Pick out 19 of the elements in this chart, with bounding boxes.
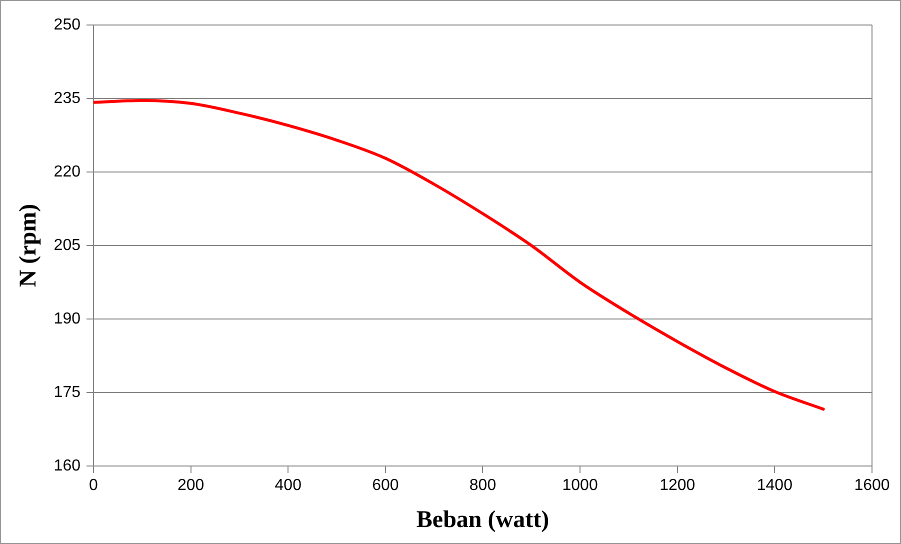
x-tick-label: 1600 (854, 477, 890, 494)
y-tick-label: 175 (54, 384, 81, 401)
y-tick-label: 250 (54, 16, 81, 34)
y-tick-label: 235 (54, 90, 81, 107)
x-tick-label: 800 (469, 477, 496, 494)
x-tick-label: 1200 (660, 477, 696, 494)
x-tick-label: 1400 (756, 477, 793, 494)
x-tick-label: 400 (274, 477, 302, 494)
y-tick-label: 220 (54, 163, 81, 180)
y-tick-label: 205 (54, 236, 81, 254)
x-tick-label: 200 (177, 477, 204, 494)
y-tick-label: 160 (54, 457, 81, 474)
y-tick-label: 190 (54, 310, 81, 328)
x-tick-label: 1000 (562, 477, 598, 494)
line-series (93, 98, 825, 411)
y-axis-title: N (rpm) (16, 204, 42, 288)
x-axis-title: Beban (watt) (416, 506, 550, 533)
x-tick-label: 0 (89, 477, 98, 494)
x-tick-label: 600 (372, 477, 399, 494)
